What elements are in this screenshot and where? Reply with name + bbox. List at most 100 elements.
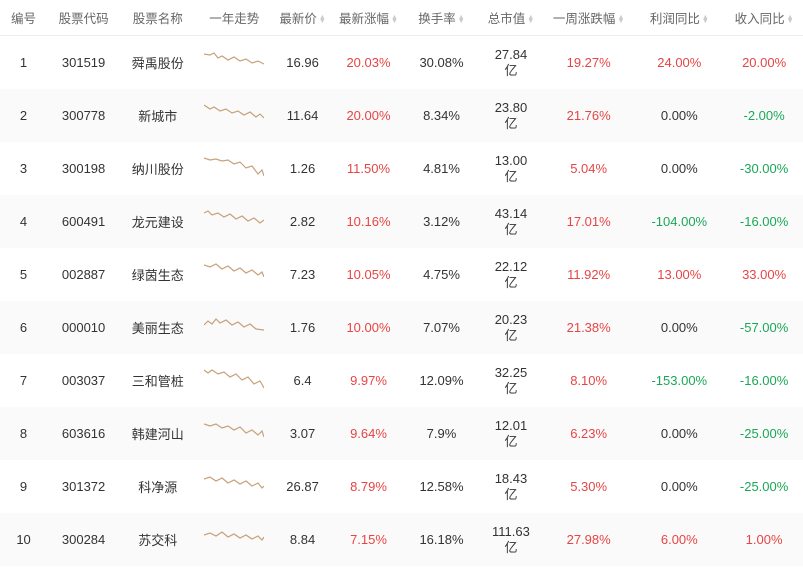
cell-name[interactable]: 美丽生态 xyxy=(120,301,195,354)
cell-cap: 32.25亿 xyxy=(478,354,544,407)
sparkline xyxy=(204,364,264,394)
header-cap[interactable]: 总市值▲▼ xyxy=(478,0,544,36)
header-row: 编号股票代码股票名称一年走势最新价▲▼最新涨幅▲▼换手率▲▼总市值▲▼一周涨跌幅… xyxy=(0,0,803,36)
header-label: 最新涨幅 xyxy=(339,12,389,26)
cap-value: 32.25 xyxy=(482,365,540,381)
cell-price: 1.26 xyxy=(273,142,332,195)
table-row[interactable]: 1301519舜禹股份16.9620.03%30.08%27.84亿19.27%… xyxy=(0,36,803,90)
cell-name[interactable]: 科净源 xyxy=(120,460,195,513)
cell-trend xyxy=(195,195,273,248)
sort-icon[interactable]: ▲▼ xyxy=(787,16,794,24)
cell-week: 21.38% xyxy=(544,301,633,354)
cell-profit: 0.00% xyxy=(633,460,725,513)
cell-change: 10.16% xyxy=(332,195,405,248)
cap-value: 18.43 xyxy=(482,471,540,487)
cell-profit: -104.00% xyxy=(633,195,725,248)
cell-cap: 27.84亿 xyxy=(478,36,544,90)
table-body: 1301519舜禹股份16.9620.03%30.08%27.84亿19.27%… xyxy=(0,36,803,567)
cell-cap: 23.80亿 xyxy=(478,89,544,142)
table-row[interactable]: 10300284苏交科8.847.15%16.18%111.63亿27.98%6… xyxy=(0,513,803,566)
sparkline xyxy=(204,205,264,235)
header-code: 股票代码 xyxy=(47,0,120,36)
cell-price: 8.84 xyxy=(273,513,332,566)
cell-trend xyxy=(195,407,273,460)
table-row[interactable]: 2300778新城市11.6420.00%8.34%23.80亿21.76%0.… xyxy=(0,89,803,142)
sparkline xyxy=(204,417,264,447)
header-label: 股票名称 xyxy=(133,12,183,26)
cell-index: 10 xyxy=(0,513,47,566)
table-row[interactable]: 5002887绿茵生态7.2310.05%4.75%22.12亿11.92%13… xyxy=(0,248,803,301)
table-row[interactable]: 7003037三和管桩6.49.97%12.09%32.25亿8.10%-153… xyxy=(0,354,803,407)
cell-change: 20.03% xyxy=(332,36,405,90)
cell-index: 9 xyxy=(0,460,47,513)
header-change[interactable]: 最新涨幅▲▼ xyxy=(332,0,405,36)
header-label: 总市值 xyxy=(488,12,526,26)
cell-profit: 0.00% xyxy=(633,89,725,142)
cell-revenue: -30.00% xyxy=(725,142,803,195)
header-week[interactable]: 一周涨跌幅▲▼ xyxy=(544,0,633,36)
table-row[interactable]: 4600491龙元建设2.8210.16%3.12%43.14亿17.01%-1… xyxy=(0,195,803,248)
cell-name[interactable]: 三和管桩 xyxy=(120,354,195,407)
cell-name[interactable]: 龙元建设 xyxy=(120,195,195,248)
cell-price: 1.76 xyxy=(273,301,332,354)
cell-name[interactable]: 苏交科 xyxy=(120,513,195,566)
cap-value: 43.14 xyxy=(482,206,540,222)
cell-price: 2.82 xyxy=(273,195,332,248)
cap-value: 23.80 xyxy=(482,100,540,116)
cell-change: 11.50% xyxy=(332,142,405,195)
cell-name[interactable]: 韩建河山 xyxy=(120,407,195,460)
cell-change: 10.00% xyxy=(332,301,405,354)
cell-code: 301519 xyxy=(47,36,120,90)
cell-name[interactable]: 舜禹股份 xyxy=(120,36,195,90)
cap-unit: 亿 xyxy=(482,275,540,291)
cap-value: 111.63 xyxy=(482,524,540,540)
cell-name[interactable]: 纳川股份 xyxy=(120,142,195,195)
cell-index: 5 xyxy=(0,248,47,301)
header-label: 最新价 xyxy=(279,12,317,26)
sort-icon[interactable]: ▲▼ xyxy=(391,16,398,24)
cell-trend xyxy=(195,89,273,142)
sort-icon[interactable]: ▲▼ xyxy=(702,16,709,24)
cell-revenue: -16.00% xyxy=(725,195,803,248)
header-label: 股票代码 xyxy=(59,12,109,26)
cell-turnover: 4.81% xyxy=(405,142,478,195)
header-index: 编号 xyxy=(0,0,47,36)
cap-unit: 亿 xyxy=(482,434,540,450)
cell-trend xyxy=(195,460,273,513)
header-name: 股票名称 xyxy=(120,0,195,36)
cap-value: 12.01 xyxy=(482,418,540,434)
cell-profit: 6.00% xyxy=(633,513,725,566)
cell-code: 000010 xyxy=(47,301,120,354)
cell-code: 603616 xyxy=(47,407,120,460)
cell-cap: 111.63亿 xyxy=(478,513,544,566)
cell-code: 300778 xyxy=(47,89,120,142)
cap-value: 22.12 xyxy=(482,259,540,275)
cap-unit: 亿 xyxy=(482,381,540,397)
sparkline xyxy=(204,152,264,182)
cell-name[interactable]: 绿茵生态 xyxy=(120,248,195,301)
stock-table: 编号股票代码股票名称一年走势最新价▲▼最新涨幅▲▼换手率▲▼总市值▲▼一周涨跌幅… xyxy=(0,0,803,566)
cell-turnover: 7.07% xyxy=(405,301,478,354)
cell-revenue: 1.00% xyxy=(725,513,803,566)
header-price[interactable]: 最新价▲▼ xyxy=(273,0,332,36)
sort-icon[interactable]: ▲▼ xyxy=(527,16,534,24)
sort-icon[interactable]: ▲▼ xyxy=(319,16,326,24)
cell-trend xyxy=(195,36,273,90)
cap-unit: 亿 xyxy=(482,328,540,344)
table-row[interactable]: 3300198纳川股份1.2611.50%4.81%13.00亿5.04%0.0… xyxy=(0,142,803,195)
header-revenue[interactable]: 收入同比▲▼ xyxy=(725,0,803,36)
cell-change: 8.79% xyxy=(332,460,405,513)
header-turnover[interactable]: 换手率▲▼ xyxy=(405,0,478,36)
cell-revenue: -57.00% xyxy=(725,301,803,354)
cell-name[interactable]: 新城市 xyxy=(120,89,195,142)
sort-icon[interactable]: ▲▼ xyxy=(458,16,465,24)
table-row[interactable]: 8603616韩建河山3.079.64%7.9%12.01亿6.23%0.00%… xyxy=(0,407,803,460)
cap-value: 27.84 xyxy=(482,47,540,63)
header-profit[interactable]: 利润同比▲▼ xyxy=(633,0,725,36)
sort-icon[interactable]: ▲▼ xyxy=(617,16,624,24)
cell-turnover: 12.09% xyxy=(405,354,478,407)
table-row[interactable]: 6000010美丽生态1.7610.00%7.07%20.23亿21.38%0.… xyxy=(0,301,803,354)
table-row[interactable]: 9301372科净源26.878.79%12.58%18.43亿5.30%0.0… xyxy=(0,460,803,513)
cap-unit: 亿 xyxy=(482,222,540,238)
cell-revenue: 33.00% xyxy=(725,248,803,301)
